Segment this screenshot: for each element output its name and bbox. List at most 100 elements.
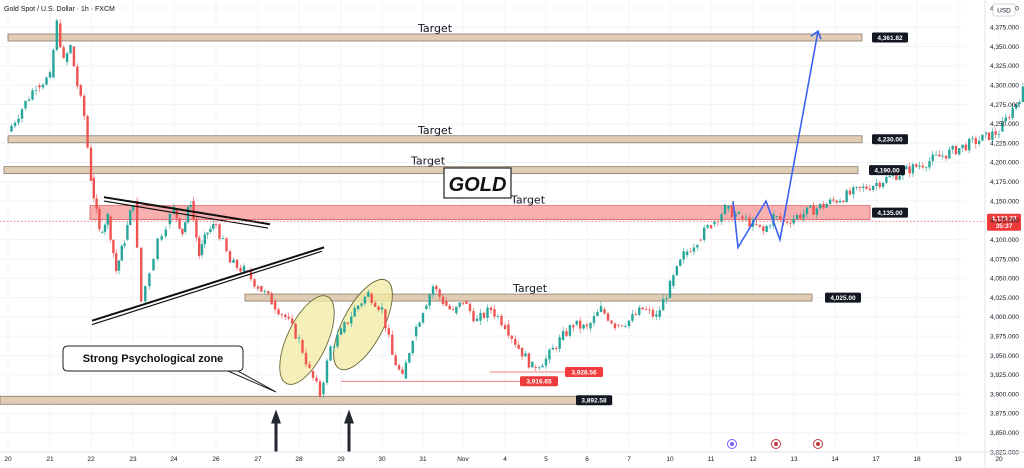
candle-body [572, 325, 575, 328]
time-tick-label: 10 [666, 456, 674, 463]
chart-title: GOLD [449, 174, 507, 196]
candle-body [679, 259, 682, 267]
candle-body [514, 338, 517, 345]
candle-body [503, 325, 507, 330]
candle-body [140, 247, 143, 302]
candle-body [370, 293, 373, 303]
up-arrow-head [344, 409, 354, 424]
price-tick-label: 3,975.000 [990, 333, 1019, 340]
candle-body [634, 314, 638, 315]
candle-body [818, 203, 822, 209]
candle-body [924, 167, 928, 169]
low-tag [565, 367, 603, 378]
candle-body [1008, 117, 1011, 119]
candle-body [131, 205, 135, 211]
candle-body [875, 182, 878, 186]
candle-body [944, 155, 948, 159]
candle-body [1011, 107, 1014, 118]
candle-body [425, 305, 428, 310]
highlight-ellipse [279, 295, 335, 385]
upper-trendline [103, 196, 271, 226]
event-icon-dot [730, 442, 734, 446]
candle-body [377, 306, 380, 310]
candle-body [585, 324, 589, 327]
time-axis[interactable]: 20 21 22 23 24 26 27 28 29 30 31 Nov 4 5 6 7 10 11 12 13 14 1… [0, 439, 1024, 464]
candle-body [852, 187, 855, 195]
time-tick-label: 17 [872, 456, 880, 463]
candle-body [706, 225, 709, 228]
candle-body [387, 328, 391, 335]
candle-body [239, 267, 242, 272]
candle-body [52, 49, 55, 78]
candle-body [668, 280, 672, 299]
candle-body [168, 213, 172, 225]
candle-body [308, 364, 311, 368]
candle-body [548, 349, 551, 360]
projection-layer [732, 29, 822, 250]
candle-body [55, 20, 59, 50]
candle-body [120, 245, 123, 261]
candle-body [931, 154, 934, 161]
currency-button[interactable] [992, 3, 1016, 17]
candle-body [997, 134, 1001, 135]
candle-body [486, 307, 489, 318]
candle-body [92, 177, 95, 199]
candle-body [868, 188, 872, 191]
countdown-label: 35:37 [996, 223, 1013, 230]
candle-body [641, 307, 644, 310]
candle-body [164, 229, 167, 237]
candle-body [209, 228, 212, 232]
candle-body [103, 224, 107, 232]
candle-body [461, 302, 465, 304]
callout-text: Strong Psychological zone [83, 353, 224, 365]
candle-body [755, 224, 758, 226]
price-tick-label: 3,900.000 [990, 391, 1019, 398]
candle-body [974, 138, 978, 144]
price-axis[interactable]: 3,825.000 3,850.000 3,875.000 3,900.000 3,92… [984, 0, 1019, 468]
candle-body [438, 289, 441, 297]
candle-body [795, 215, 799, 219]
candle-body [802, 213, 805, 219]
symbol-title: Gold Spot / U.S. Dollar · 1h · FXCM [4, 6, 115, 13]
candle-body [744, 217, 748, 219]
candle-body [858, 186, 862, 189]
candle-body [468, 303, 472, 312]
candle-body [489, 307, 493, 311]
candle-body [891, 174, 895, 176]
price-tick-label: 4,150.000 [990, 198, 1019, 205]
candle-body [748, 217, 751, 227]
candle-body [1018, 102, 1021, 105]
candle-body [1004, 117, 1008, 122]
candle-body [384, 309, 387, 329]
candle-body [606, 313, 610, 321]
candle-body [189, 205, 192, 207]
candle-body [658, 310, 661, 317]
candle-body [881, 182, 885, 187]
time-tick-label: 20 [4, 456, 12, 463]
candle-body [758, 224, 762, 227]
candle-body [792, 218, 795, 224]
candle-body [500, 315, 503, 326]
candle-body [89, 147, 93, 181]
candle-body [648, 309, 651, 311]
target-zone [244, 293, 813, 302]
candle-body [828, 199, 832, 204]
candle-body [343, 322, 346, 333]
candle-body [855, 186, 858, 188]
candle-body [888, 175, 891, 178]
candle-body [41, 84, 45, 88]
candle-body [79, 85, 82, 96]
time-tick-label: 4 [503, 456, 507, 463]
candle-body [905, 166, 908, 170]
price-tag-label: 4,361.82 [877, 35, 903, 42]
candle-body [414, 326, 418, 337]
candle-body [578, 320, 582, 329]
price-tick-label: 4,100.000 [990, 237, 1019, 244]
low-tag-label: 3,916.65 [526, 379, 552, 386]
candle-body [221, 238, 225, 240]
candle-body [768, 225, 772, 227]
candle-body [507, 324, 510, 336]
candle-body [617, 324, 620, 326]
candle-body [332, 346, 336, 348]
